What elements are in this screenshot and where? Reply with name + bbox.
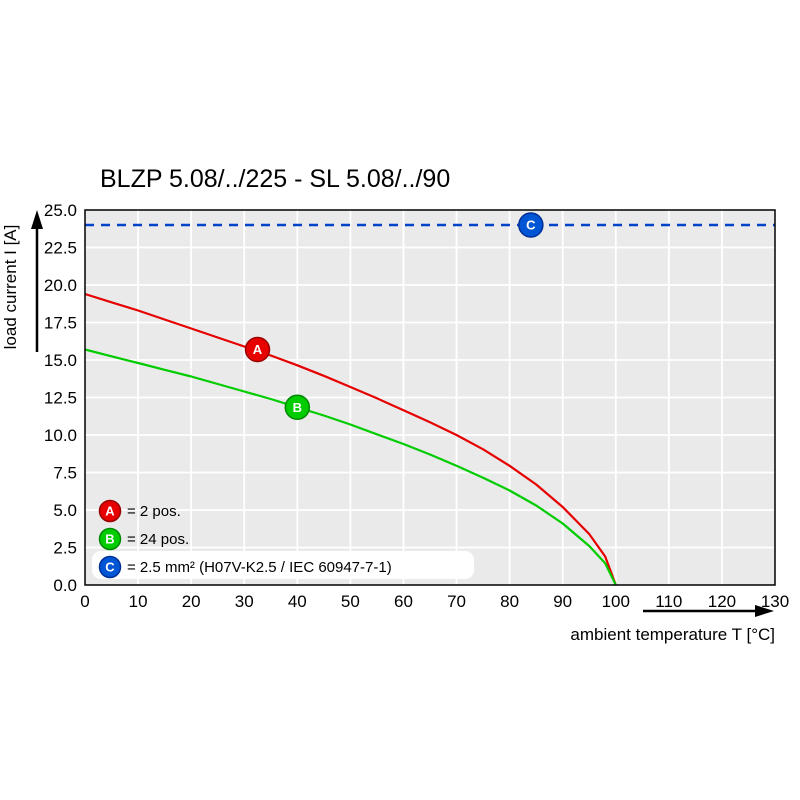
marker-B: [284, 394, 311, 420]
legend-label-A: = 2 pos.: [127, 503, 181, 520]
x-tick-label: 20: [182, 592, 201, 611]
y-tick-label: 5.0: [53, 501, 77, 520]
marker-letter-C: C: [526, 218, 536, 233]
legend-marker-letter-C: C: [105, 560, 115, 575]
legend-marker-letter-B: B: [105, 532, 114, 547]
legend-label-C: = 2.5 mm² (H07V-K2.5 / IEC 60947-7-1): [127, 559, 392, 576]
legend-marker-C: [98, 555, 122, 579]
x-tick-label: 40: [288, 592, 307, 611]
marker-letter-A: A: [253, 342, 263, 357]
legend-marker-A: [98, 499, 122, 523]
y-tick-label: 10.0: [44, 426, 77, 445]
x-tick-label: 0: [80, 592, 89, 611]
x-tick-label: 110: [655, 592, 682, 611]
legend-label-B: = 24 pos.: [127, 531, 189, 548]
y-tick-label: 22.5: [44, 239, 77, 258]
plot-frame: [84, 209, 776, 586]
x-axis-arrow-head: [755, 605, 774, 617]
y-tick-label: 0.0: [53, 576, 77, 595]
x-tick-label: 10: [129, 592, 148, 611]
y-tick-label: 7.5: [53, 464, 77, 483]
legend-row-background: [92, 551, 474, 579]
legend-marker-letter-A: A: [105, 504, 115, 519]
x-tick-label: 80: [500, 592, 519, 611]
x-tick-label: 70: [447, 592, 466, 611]
marker-A: [244, 336, 271, 363]
x-tick-label: 30: [235, 592, 254, 611]
legend-marker-B: [98, 527, 122, 551]
x-tick-label: 120: [708, 592, 736, 611]
y-axis-label: load current I [A]: [1, 225, 20, 350]
x-tick-label: 130: [761, 592, 789, 611]
y-tick-label: 17.5: [44, 314, 77, 333]
axis-arrows: [31, 210, 774, 617]
legend: A = 2 pos. B = 24 pos. C = 2.5 mm² (H07V-K2.5…: [92, 499, 474, 579]
chart-title: BLZP 5.08/../225 - SL 5.08/../90: [100, 165, 450, 193]
plot-area: 0 10 20 30 40 50 60 70 80 90 100 110 120 130 0.0 2.5 5.0…: [44, 201, 789, 611]
x-tick-label: 90: [553, 592, 572, 611]
x-tick-label: 60: [394, 592, 413, 611]
y-tick-label: 15.0: [44, 351, 77, 370]
marker-C: [518, 212, 544, 238]
curve-B: [84, 348, 617, 586]
curve-A: [84, 292, 617, 586]
x-tick-label: 100: [602, 592, 630, 611]
x-axis-label: ambient temperature T [°C]: [570, 625, 775, 644]
x-tick-label: 50: [341, 592, 360, 611]
y-axis-arrow-head: [31, 210, 43, 229]
marker-letter-B: B: [293, 400, 302, 415]
y-tick-label: 12.5: [44, 389, 77, 408]
y-tick-label: 25.0: [44, 201, 77, 220]
y-tick-label: 2.5: [53, 539, 77, 558]
y-tick-label: 20.0: [44, 276, 77, 295]
